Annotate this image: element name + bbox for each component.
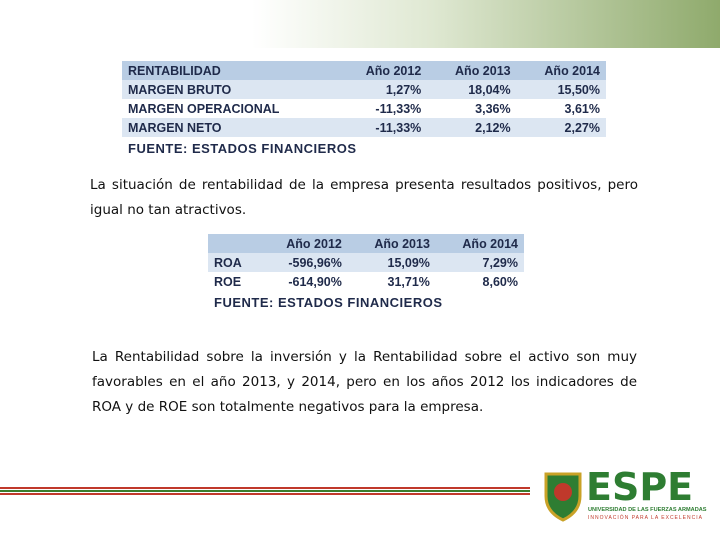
cell: -614,90% bbox=[259, 272, 348, 291]
cell: Año 2013 bbox=[427, 61, 517, 80]
table-row: MARGEN NETO -11,33% 2,12% 2,27% bbox=[122, 118, 606, 137]
table-row: MARGEN BRUTO 1,27% 18,04% 15,50% bbox=[122, 80, 606, 99]
cell: Año 2014 bbox=[435, 234, 524, 253]
logo: ESPE UNIVERSIDAD DE LAS FUERZAS ARMADAS … bbox=[544, 465, 707, 522]
returns-table: Año 2012 Año 2013 Año 2014 ROA -596,96% 15,09… bbox=[208, 234, 524, 313]
logo-name: ESPE bbox=[586, 465, 693, 509]
row-label bbox=[208, 234, 260, 253]
cell: 7,29% bbox=[435, 253, 524, 272]
stripe bbox=[0, 487, 530, 489]
table-row: RENTABILIDAD Año 2012 Año 2013 Año 2014 bbox=[122, 61, 606, 80]
logo-university: UNIVERSIDAD DE LAS FUERZAS ARMADAS bbox=[588, 507, 707, 513]
cell: 2,12% bbox=[427, 118, 517, 137]
cell: 18,04% bbox=[427, 80, 517, 99]
cell: -596,96% bbox=[259, 253, 348, 272]
header-bar bbox=[0, 0, 720, 48]
profitability-table: RENTABILIDAD Año 2012 Año 2013 Año 2014 MARG… bbox=[122, 61, 606, 159]
cell: -11,33% bbox=[337, 99, 428, 118]
table-row: MARGEN OPERACIONAL -11,33% 3,36% 3,61% bbox=[122, 99, 606, 118]
cell: 8,60% bbox=[435, 272, 524, 291]
table-row: ROA -596,96% 15,09% 7,29% bbox=[208, 253, 524, 272]
emblem-center bbox=[554, 483, 572, 501]
paragraph: La situación de rentabilidad de la empre… bbox=[90, 177, 638, 218]
table-row: ROE -614,90% 31,71% 8,60% bbox=[208, 272, 524, 291]
logo-motto: INNOVACIÓN PARA LA EXCELENCIA bbox=[588, 514, 703, 521]
source-note: FUENTE: ESTADOS FINANCIEROS bbox=[122, 137, 606, 159]
table-row: FUENTE: ESTADOS FINANCIEROS bbox=[208, 291, 524, 313]
cell: 2,27% bbox=[516, 118, 606, 137]
table-row: Año 2012 Año 2013 Año 2014 bbox=[208, 234, 524, 253]
row-label: MARGEN BRUTO bbox=[122, 80, 338, 99]
row-label: RENTABILIDAD bbox=[122, 61, 338, 80]
row-label: ROE bbox=[208, 272, 260, 291]
cell: Año 2012 bbox=[259, 234, 348, 253]
cell: Año 2013 bbox=[347, 234, 436, 253]
cell: Año 2014 bbox=[516, 61, 606, 80]
cell: 3,61% bbox=[516, 99, 606, 118]
table-row: FUENTE: ESTADOS FINANCIEROS bbox=[122, 137, 606, 159]
cell: 15,50% bbox=[516, 80, 606, 99]
paragraph: La Rentabilidad sobre la inversión y la … bbox=[92, 349, 637, 415]
row-label: MARGEN NETO bbox=[122, 118, 338, 137]
cell: -11,33% bbox=[337, 118, 428, 137]
row-label: ROA bbox=[208, 253, 260, 272]
cell: 1,27% bbox=[337, 80, 428, 99]
cell: 31,71% bbox=[347, 272, 436, 291]
cell: 15,09% bbox=[347, 253, 436, 272]
cell: Año 2012 bbox=[337, 61, 428, 80]
row-label: MARGEN OPERACIONAL bbox=[122, 99, 338, 118]
stripe bbox=[0, 490, 530, 492]
cell: 3,36% bbox=[427, 99, 517, 118]
stripe bbox=[0, 493, 530, 495]
source-note: FUENTE: ESTADOS FINANCIEROS bbox=[208, 291, 524, 313]
